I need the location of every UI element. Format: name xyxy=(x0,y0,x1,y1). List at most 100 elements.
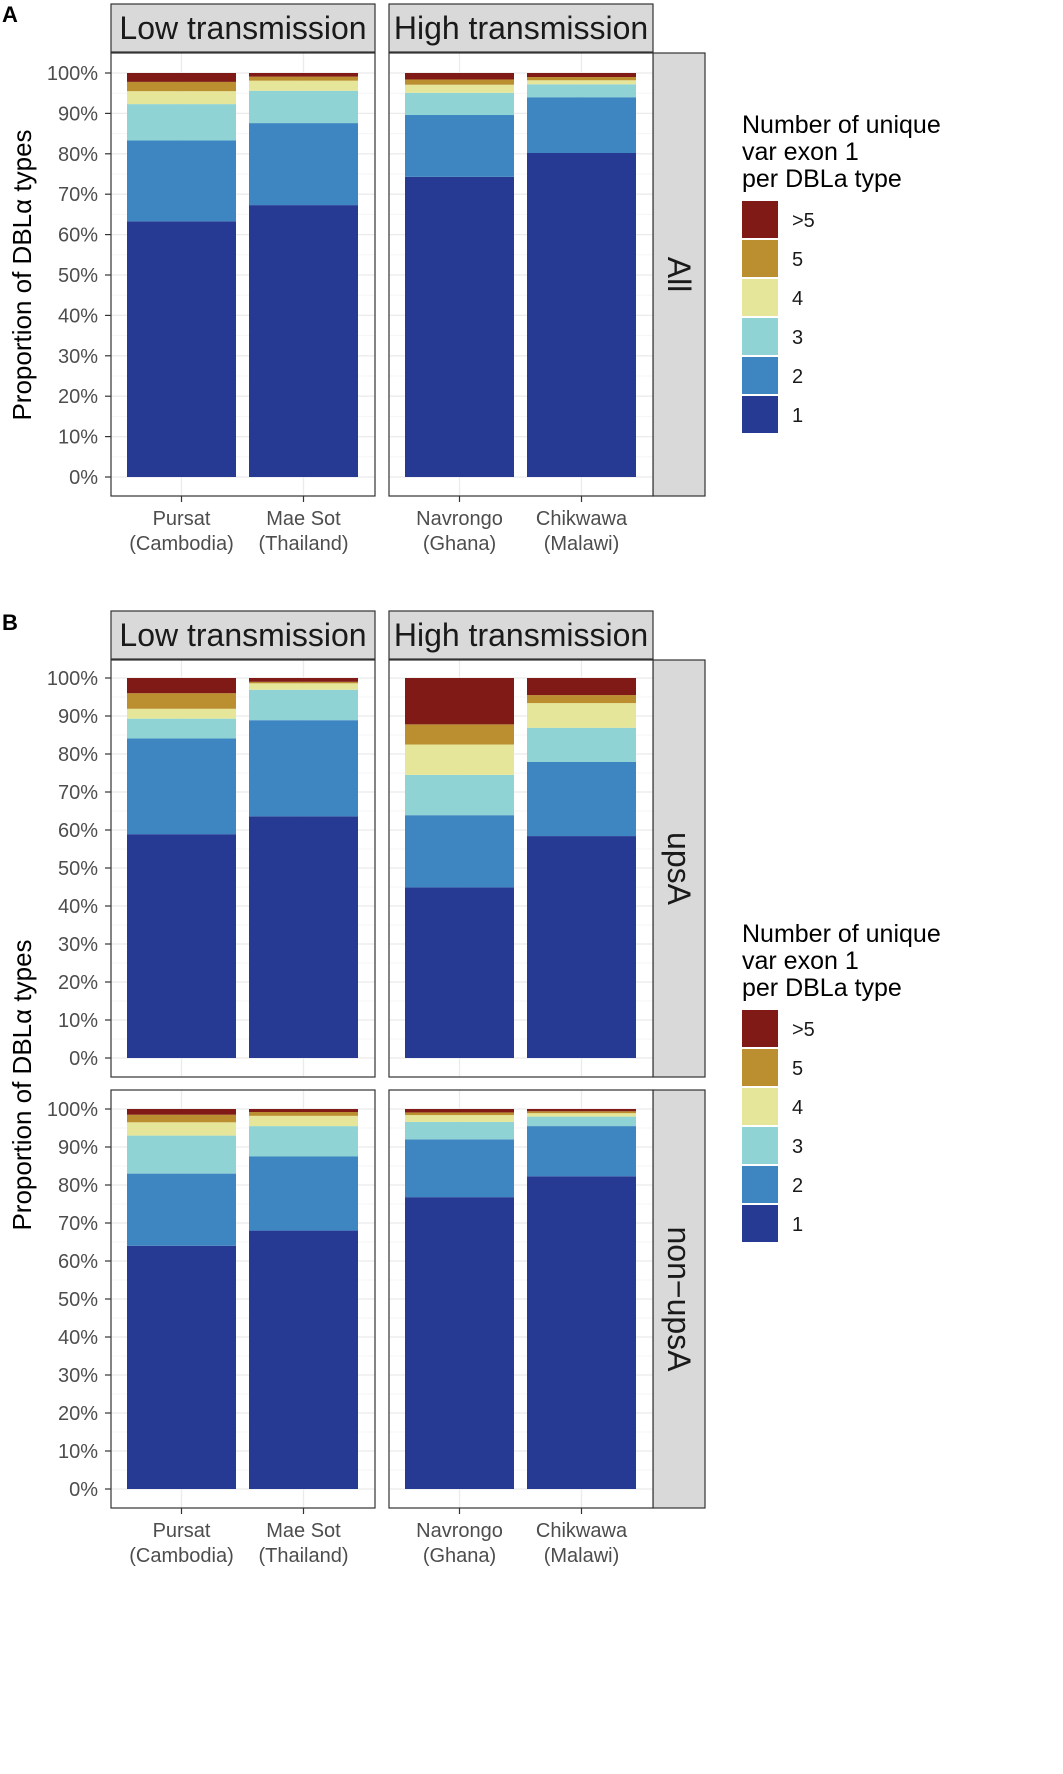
bar-segment-2 xyxy=(405,815,514,888)
y-tick-label: 70% xyxy=(58,782,98,804)
bar-segment-gt5 xyxy=(249,73,358,77)
axes: 0% 10% 20% 30% 40% 50% 60% 70% 80% 90% 100% 0% 10% 20… xyxy=(7,63,628,1567)
bar-segment-2 xyxy=(527,1126,636,1177)
legend-label: >5 xyxy=(792,210,815,232)
x-tick-label: Navrongo xyxy=(416,508,503,530)
bar-segment-5 xyxy=(127,81,236,92)
bar-segment-5 xyxy=(405,79,514,85)
x-tick-label-sub: (Malawi) xyxy=(544,1545,620,1567)
legend-label: 2 xyxy=(792,366,803,388)
bar-segment-3 xyxy=(249,1126,358,1157)
y-tick-label: 30% xyxy=(58,934,98,956)
y-tick-label: 40% xyxy=(58,305,98,327)
bar-segment-2 xyxy=(527,761,636,837)
y-tick-label: 100% xyxy=(47,1099,98,1121)
facet-row-strip xyxy=(652,659,706,1078)
y-axis-title: Proportion of DBLα types xyxy=(7,129,37,420)
x-tick-label: Chikwawa xyxy=(536,1520,628,1542)
bar-segment-2 xyxy=(127,1173,236,1246)
bar-segment-gt5 xyxy=(405,1109,514,1113)
legend-label: 1 xyxy=(792,405,803,427)
bar-segment-2 xyxy=(249,1156,358,1231)
y-tick-label: 0% xyxy=(69,1479,98,1501)
legend-key-5 xyxy=(742,240,778,277)
labels: Low transmission High transmission Low tra… xyxy=(2,2,697,1372)
bar-segment-4 xyxy=(249,1115,358,1127)
bar-segment-5 xyxy=(527,695,636,704)
legend-label: 3 xyxy=(792,1136,803,1158)
legend-key-4 xyxy=(742,1088,778,1125)
y-axis-title: Proportion of DBLα types xyxy=(7,939,37,1230)
panel-letter: A xyxy=(2,2,18,27)
bar-segment-4 xyxy=(127,1122,236,1136)
bar-segment-3 xyxy=(405,1121,514,1140)
bar-segment-1 xyxy=(249,816,358,1058)
y-tick-label: 10% xyxy=(58,1010,98,1032)
bar-segment-gt5 xyxy=(527,678,636,696)
bar-segment-3 xyxy=(127,718,236,739)
bar-segment-1 xyxy=(127,221,236,477)
bar-segment-5 xyxy=(249,1112,358,1116)
y-tick-label: 50% xyxy=(58,1289,98,1311)
legend-title: per DBLa type xyxy=(742,974,902,1002)
bar-segment-gt5 xyxy=(527,73,636,78)
bar-segment-4 xyxy=(127,708,236,719)
facet-row-label: upsA xyxy=(661,832,697,906)
y-tick-label: 100% xyxy=(47,63,98,85)
legend-key-2 xyxy=(742,357,778,394)
y-tick-label: 30% xyxy=(58,346,98,368)
panel-border xyxy=(388,1089,654,1509)
bar-segment-3 xyxy=(527,84,636,98)
legend-label: 2 xyxy=(792,1175,803,1197)
legend-key-gt5 xyxy=(742,201,778,238)
facet-strip-a-col-1 xyxy=(388,3,654,53)
panel-border xyxy=(388,52,654,497)
y-tick-label: 80% xyxy=(58,144,98,166)
bar-segment-5 xyxy=(127,693,236,709)
y-tick-label: 50% xyxy=(58,265,98,287)
x-tick-label-sub: (Malawi) xyxy=(544,533,620,555)
bar-segment-1 xyxy=(127,834,236,1058)
bar-segment-gt5 xyxy=(527,1109,636,1112)
legend-label: 5 xyxy=(792,249,803,271)
y-tick-label: 10% xyxy=(58,427,98,449)
facet-strip-a-col-0 xyxy=(110,3,376,53)
bar-segment-2 xyxy=(127,738,236,835)
bar-segment-3 xyxy=(249,90,358,124)
bar-segment-2 xyxy=(249,720,358,817)
y-tick-label: 40% xyxy=(58,896,98,918)
bar-segment-1 xyxy=(527,1176,636,1489)
legend-title: var exon 1 xyxy=(742,138,859,166)
legend-key-gt5 xyxy=(742,1010,778,1047)
legend-title: Number of unique xyxy=(742,920,941,948)
facet-column-label: High transmission xyxy=(394,10,648,46)
facet-column-label: Low transmission xyxy=(119,10,366,46)
y-tick-label: 0% xyxy=(69,1048,98,1070)
y-tick-label: 60% xyxy=(58,225,98,247)
x-tick-label-sub: (Thailand) xyxy=(258,1545,348,1567)
legend-label: 3 xyxy=(792,327,803,349)
bar-segment-1 xyxy=(405,176,514,477)
y-tick-label: 30% xyxy=(58,1365,98,1387)
x-tick-label: Navrongo xyxy=(416,1520,503,1542)
bar-segment-1 xyxy=(249,1230,358,1489)
bar-segment-4 xyxy=(405,1115,514,1122)
bar-segment-2 xyxy=(127,140,236,222)
facet-panels xyxy=(110,3,706,1509)
facet-row-label: non−upsA xyxy=(661,1226,697,1372)
legend-key-4 xyxy=(742,279,778,316)
legend-label: 4 xyxy=(792,288,803,310)
x-tick-label-sub: (Ghana) xyxy=(423,1545,496,1567)
bar-segment-5 xyxy=(249,76,358,81)
bar-segment-gt5 xyxy=(127,1109,236,1115)
y-tick-label: 60% xyxy=(58,820,98,842)
bar-segment-5 xyxy=(527,1111,636,1114)
bar-segment-4 xyxy=(527,703,636,728)
bar-segment-gt5 xyxy=(127,73,236,82)
bar-segment-2 xyxy=(405,1139,514,1198)
y-tick-label: 80% xyxy=(58,1175,98,1197)
x-tick-label: Chikwawa xyxy=(536,508,628,530)
y-tick-label: 100% xyxy=(47,668,98,690)
legends: Number of unique var exon 1 per DBLa type >… xyxy=(742,111,941,1242)
